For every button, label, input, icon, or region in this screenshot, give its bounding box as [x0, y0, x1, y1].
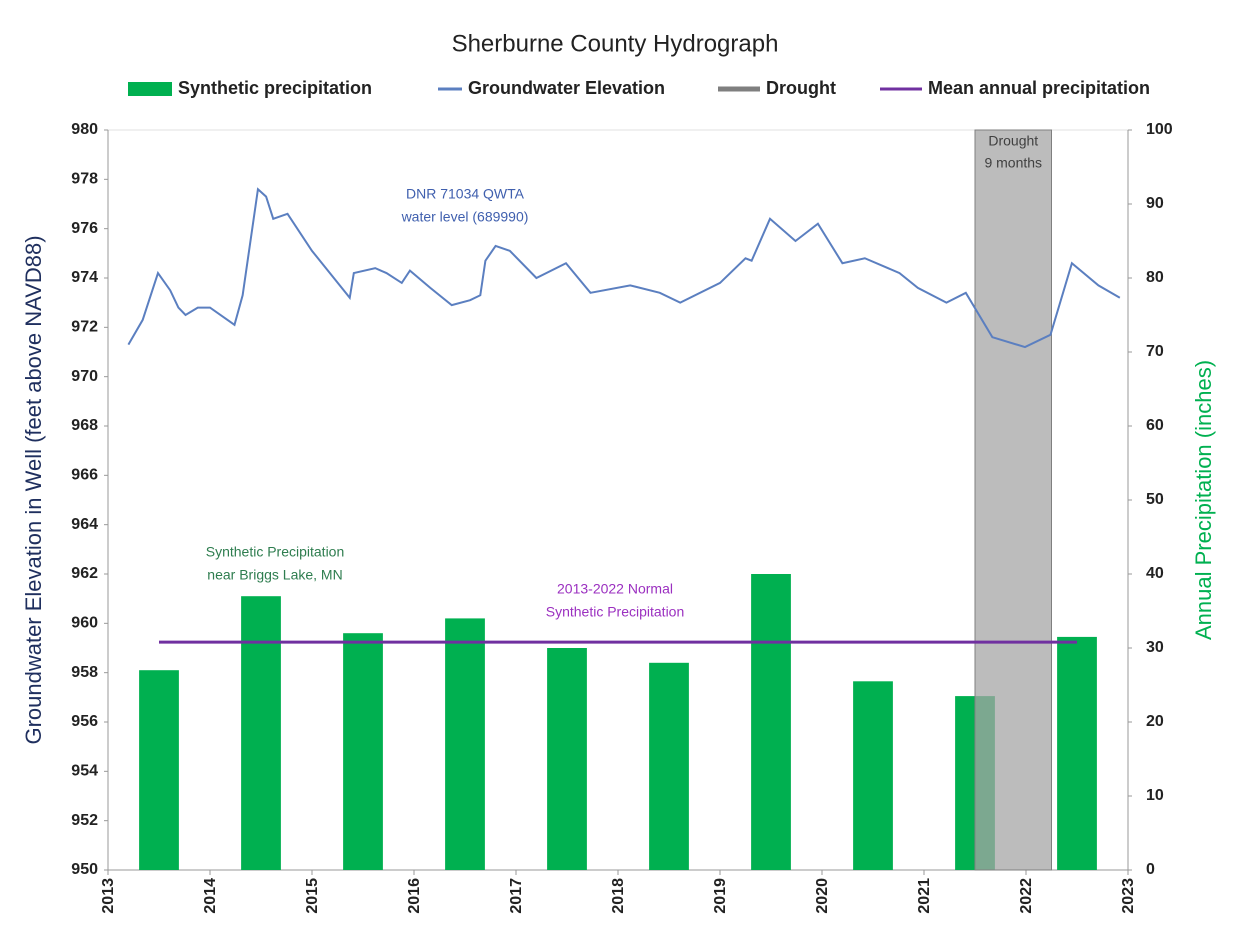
drought-span: [974, 129, 1052, 871]
x-tick-label: 2015: [304, 878, 321, 914]
groundwater-line: [127, 187, 1121, 349]
y-tick-label: 958: [71, 664, 98, 681]
y-tick-label: 950: [71, 861, 98, 878]
chart-title: Sherburne County Hydrograph: [452, 30, 779, 57]
x-tick-label: 2022: [1018, 878, 1035, 914]
y2-tick-label: 50: [1146, 491, 1164, 508]
x-tick-label: 2023: [1120, 878, 1137, 914]
y-tick-label: 954: [71, 763, 98, 780]
bar: [547, 648, 587, 870]
x-tick-label: 2017: [508, 878, 525, 914]
bar: [853, 681, 893, 870]
annotation: Synthetic Precipitation: [546, 604, 685, 620]
bar: [343, 633, 383, 870]
drought-label: Drought: [988, 133, 1038, 149]
y-tick-label: 960: [71, 615, 98, 632]
y-tick-label: 980: [71, 121, 98, 138]
legend-label: Groundwater Elevation: [468, 78, 665, 98]
legend-label: Mean annual precipitation: [928, 78, 1150, 98]
bar: [139, 670, 179, 870]
drought-label: 9 months: [984, 155, 1042, 171]
annotation: near Briggs Lake, MN: [207, 567, 342, 583]
x-tick-label: 2020: [814, 878, 831, 914]
y2-tick-label: 90: [1146, 195, 1164, 212]
y-tick-label: 974: [71, 269, 98, 286]
x-tick-label: 2021: [916, 878, 933, 914]
y-tick-label: 972: [71, 319, 98, 336]
y2-tick-label: 20: [1146, 713, 1164, 730]
y-axis-label: Groundwater Elevation in Well (feet abov…: [21, 235, 46, 744]
x-tick-label: 2016: [406, 878, 423, 914]
bar: [241, 596, 281, 870]
y-tick-label: 978: [71, 171, 98, 188]
y2-tick-label: 40: [1146, 565, 1164, 582]
annotation: 2013-2022 Normal: [557, 581, 673, 597]
y-tick-label: 952: [71, 812, 98, 829]
x-tick-label: 2019: [712, 878, 729, 914]
bar: [649, 662, 689, 870]
annotation: Synthetic Precipitation: [206, 544, 345, 560]
y-tick-label: 962: [71, 565, 98, 582]
y-tick-label: 964: [71, 516, 98, 533]
y-tick-label: 966: [71, 467, 98, 484]
bar: [751, 574, 791, 870]
legend-swatch: [128, 82, 172, 96]
annotation: water level (689990): [401, 209, 529, 225]
y2-tick-label: 0: [1146, 861, 1155, 878]
legend-label: Drought: [766, 78, 836, 98]
annotation: DNR 71034 QWTA: [406, 186, 525, 202]
legend-label: Synthetic precipitation: [178, 78, 372, 98]
bar: [1057, 636, 1097, 870]
bar: [445, 618, 485, 870]
x-tick-label: 2013: [100, 878, 117, 914]
x-tick-label: 2014: [202, 878, 219, 914]
y2-tick-label: 70: [1146, 343, 1164, 360]
y2-tick-label: 30: [1146, 639, 1164, 656]
x-tick-label: 2018: [610, 878, 627, 914]
y-tick-label: 956: [71, 713, 98, 730]
y2-tick-label: 100: [1146, 121, 1173, 138]
y-tick-label: 970: [71, 368, 98, 385]
y2-axis-label: Annual Precipitation (inches): [1191, 360, 1216, 640]
y2-tick-label: 60: [1146, 417, 1164, 434]
y2-tick-label: 10: [1146, 787, 1164, 804]
y2-tick-label: 80: [1146, 269, 1164, 286]
y-tick-label: 968: [71, 417, 98, 434]
y-tick-label: 976: [71, 220, 98, 237]
